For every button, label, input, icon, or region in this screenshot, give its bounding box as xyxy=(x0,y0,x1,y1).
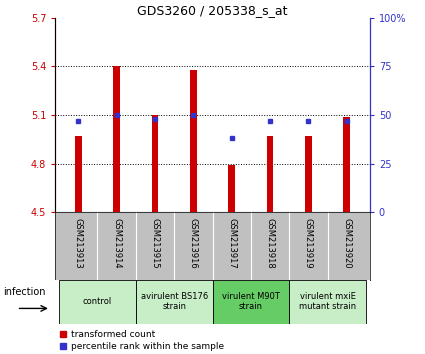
Bar xyxy=(190,70,197,212)
Bar xyxy=(212,280,289,324)
Text: control: control xyxy=(83,297,112,306)
Text: infection: infection xyxy=(3,287,45,297)
Bar xyxy=(113,66,120,212)
Text: GSM213919: GSM213919 xyxy=(304,218,313,268)
Bar xyxy=(343,117,350,212)
Title: GDS3260 / 205338_s_at: GDS3260 / 205338_s_at xyxy=(137,4,288,17)
Text: GSM213917: GSM213917 xyxy=(227,218,236,269)
Bar xyxy=(75,136,82,212)
Bar xyxy=(228,165,235,212)
Text: GSM213918: GSM213918 xyxy=(266,218,275,269)
Bar xyxy=(289,280,366,324)
Text: avirulent BS176
strain: avirulent BS176 strain xyxy=(141,292,208,312)
Text: GSM213915: GSM213915 xyxy=(150,218,159,268)
Legend: transformed count, percentile rank within the sample: transformed count, percentile rank withi… xyxy=(60,330,224,351)
Bar xyxy=(152,115,159,212)
Text: GSM213920: GSM213920 xyxy=(342,218,351,268)
Bar xyxy=(266,136,273,212)
Text: GSM213914: GSM213914 xyxy=(112,218,121,268)
Text: GSM213916: GSM213916 xyxy=(189,218,198,269)
Text: virulent mxiE
mutant strain: virulent mxiE mutant strain xyxy=(299,292,356,312)
Text: GSM213913: GSM213913 xyxy=(74,218,83,269)
Bar xyxy=(59,280,136,324)
Bar xyxy=(305,136,312,212)
Bar xyxy=(136,280,212,324)
Text: virulent M90T
strain: virulent M90T strain xyxy=(222,292,280,312)
